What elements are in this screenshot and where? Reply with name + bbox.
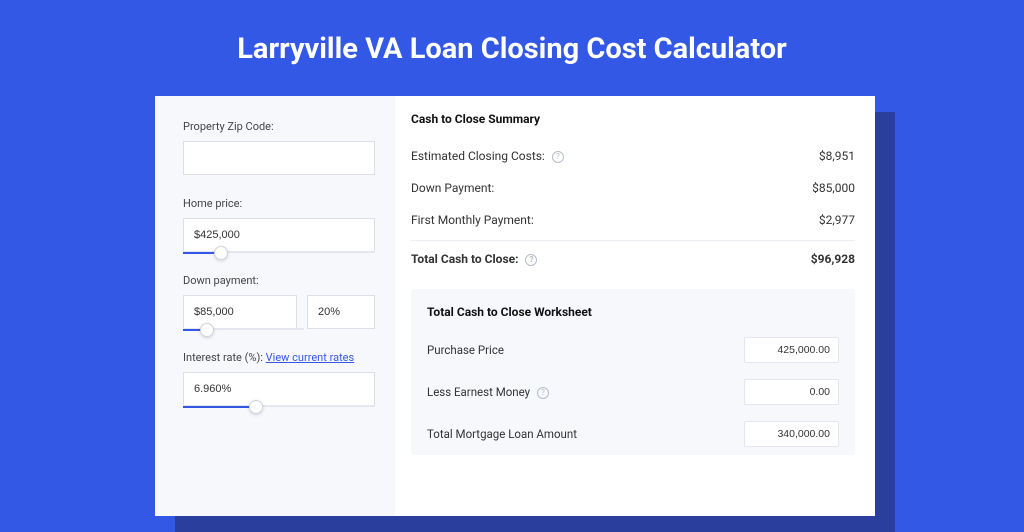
summary-label: Down Payment:: [411, 181, 494, 195]
worksheet-label: Less Earnest Money: [427, 385, 530, 399]
summary-row-total: Total Cash to Close: ? $96,928: [411, 243, 855, 275]
home-price-field-group: Home price:: [183, 197, 375, 252]
interest-input[interactable]: [183, 372, 375, 406]
help-icon[interactable]: ?: [537, 387, 549, 399]
view-rates-link[interactable]: View current rates: [266, 351, 355, 364]
home-price-slider-thumb[interactable]: [214, 246, 228, 260]
worksheet-label: Purchase Price: [427, 343, 504, 357]
page-title: Larryville VA Loan Closing Cost Calculat…: [0, 0, 1024, 90]
summary-row-first-monthly: First Monthly Payment: $2,977: [411, 204, 855, 236]
summary-label: Total Cash to Close:: [411, 252, 518, 266]
zip-field-group: Property Zip Code:: [183, 120, 375, 175]
calculator-card: Property Zip Code: Home price: Down paym…: [155, 96, 875, 516]
worksheet-input-mortgage-amount[interactable]: [744, 421, 839, 447]
summary-row-down-payment: Down Payment: $85,000: [411, 172, 855, 204]
down-payment-pct-input[interactable]: [307, 295, 375, 329]
down-payment-label: Down payment:: [183, 274, 375, 287]
worksheet-row-mortgage-amount: Total Mortgage Loan Amount: [427, 413, 839, 455]
worksheet-card: Total Cash to Close Worksheet Purchase P…: [411, 289, 855, 455]
summary-title: Cash to Close Summary: [411, 112, 855, 126]
help-icon[interactable]: ?: [552, 151, 564, 163]
help-icon[interactable]: ?: [525, 254, 537, 266]
summary-row-closing-costs: Estimated Closing Costs: ? $8,951: [411, 140, 855, 172]
summary-label: First Monthly Payment:: [411, 213, 534, 227]
interest-slider-track[interactable]: [183, 405, 375, 407]
results-panel: Cash to Close Summary Estimated Closing …: [395, 96, 875, 516]
worksheet-input-earnest-money[interactable]: [744, 379, 839, 405]
worksheet-row-purchase-price: Purchase Price: [427, 329, 839, 371]
down-payment-slider-track[interactable]: [183, 328, 304, 330]
interest-slider-thumb[interactable]: [249, 400, 263, 414]
down-payment-input[interactable]: [183, 295, 297, 329]
zip-label: Property Zip Code:: [183, 120, 375, 133]
interest-slider-fill: [183, 406, 256, 408]
interest-field-group: Interest rate (%): View current rates: [183, 351, 375, 406]
down-payment-slider-thumb[interactable]: [200, 323, 214, 337]
zip-input[interactable]: [183, 141, 375, 175]
summary-value: $96,928: [811, 252, 855, 266]
summary-value: $85,000: [812, 181, 855, 195]
worksheet-title: Total Cash to Close Worksheet: [427, 305, 839, 319]
home-price-input[interactable]: [183, 218, 375, 252]
worksheet-input-purchase-price[interactable]: [744, 337, 839, 363]
worksheet-row-earnest-money: Less Earnest Money ?: [427, 371, 839, 413]
home-price-label: Home price:: [183, 197, 375, 210]
divider: [411, 240, 855, 241]
down-payment-field-group: Down payment:: [183, 274, 375, 329]
home-price-slider-track[interactable]: [183, 251, 375, 253]
interest-label-text: Interest rate (%):: [183, 351, 266, 364]
summary-value: $2,977: [819, 213, 855, 227]
worksheet-label: Total Mortgage Loan Amount: [427, 427, 577, 441]
interest-label: Interest rate (%): View current rates: [183, 351, 375, 364]
summary-label: Estimated Closing Costs:: [411, 149, 545, 163]
inputs-panel: Property Zip Code: Home price: Down paym…: [155, 96, 395, 516]
summary-value: $8,951: [819, 149, 855, 163]
